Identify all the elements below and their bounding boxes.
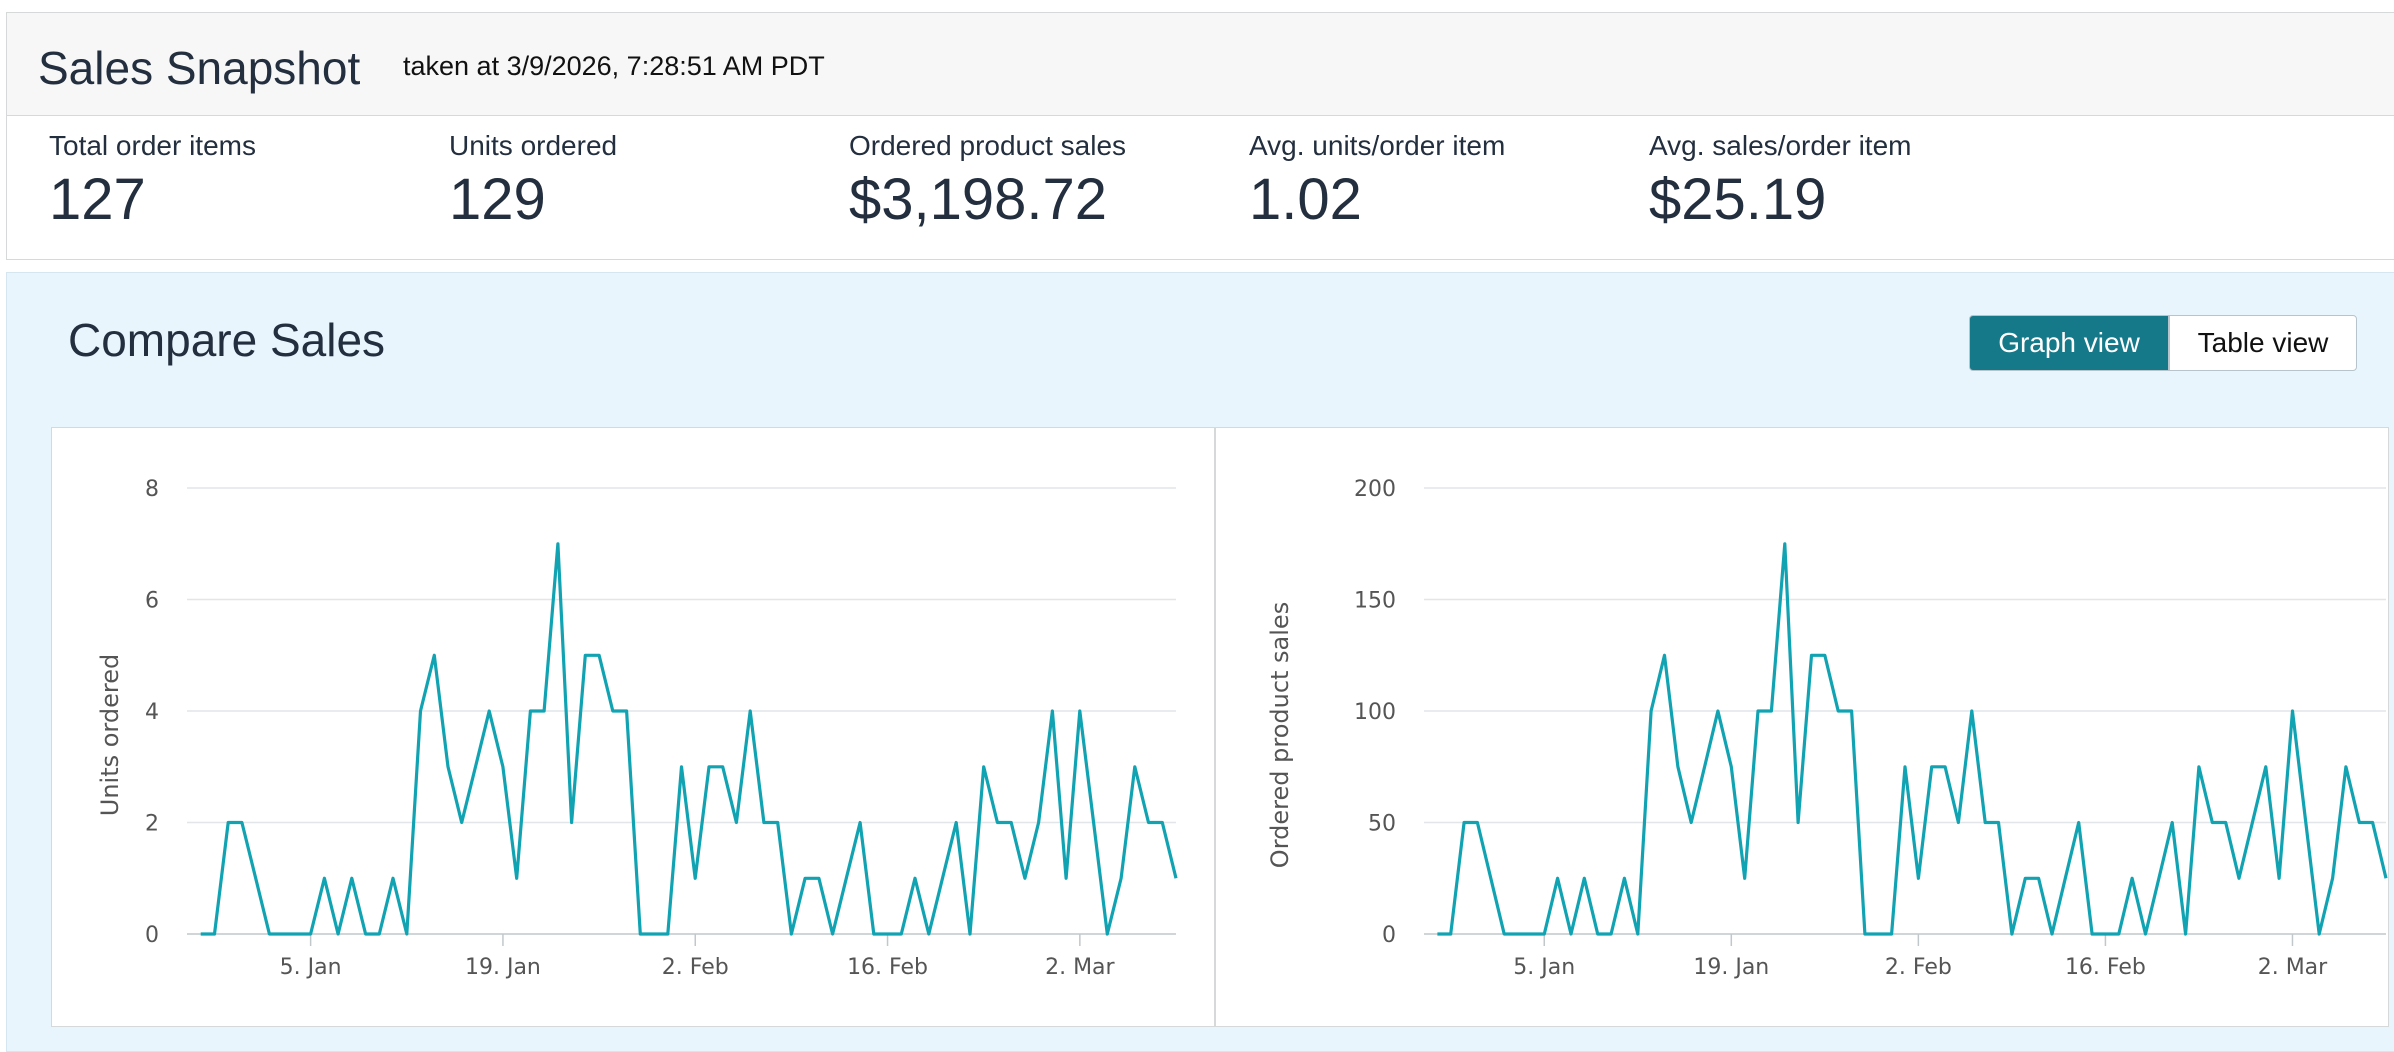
series-line — [1437, 544, 2386, 934]
metric-label: Avg. units/order item — [1249, 130, 1505, 162]
x-tick-label: 2. Mar — [1045, 955, 1115, 980]
metric-label: Total order items — [49, 130, 256, 162]
metric-ordered-product-sales: Ordered product sales $3,198.72 — [849, 130, 1126, 233]
x-tick-label: 19. Jan — [465, 955, 541, 980]
compare-sales-title: Compare Sales — [68, 313, 385, 367]
graph-view-button[interactable]: Graph view — [1969, 315, 2169, 371]
snapshot-timestamp: taken at 3/9/2026, 7:28:51 AM PDT — [403, 51, 825, 82]
x-tick-label: 16. Feb — [847, 955, 928, 980]
y-tick-label: 200 — [1354, 477, 1396, 502]
table-view-button[interactable]: Table view — [2169, 315, 2357, 371]
y-axis-label: Ordered product sales — [1266, 602, 1294, 868]
y-tick-label: 0 — [145, 923, 159, 948]
metric-label: Units ordered — [449, 130, 617, 162]
view-toggle: Graph view Table view — [1969, 315, 2357, 371]
metric-total-order-items: Total order items 127 — [49, 130, 256, 233]
y-tick-label: 150 — [1354, 589, 1396, 614]
y-tick-label: 0 — [1382, 923, 1396, 948]
snapshot-header: Sales Snapshot taken at 3/9/2026, 7:28:5… — [6, 12, 2394, 116]
x-tick-label: 2. Mar — [2258, 955, 2328, 980]
metric-label: Ordered product sales — [849, 130, 1126, 162]
x-tick-label: 5. Jan — [280, 955, 342, 980]
metric-value: $25.19 — [1649, 166, 1912, 233]
x-tick-label: 16. Feb — [2065, 955, 2146, 980]
y-axis-label: Units ordered — [96, 654, 124, 816]
metric-avg-units: Avg. units/order item 1.02 — [1249, 130, 1505, 233]
units-ordered-chart: 0 2 4 6 8 5. Jan 19. Jan 2. Feb 16. Feb 2. Mar Uni… — [52, 428, 1214, 1026]
compare-sales-panel: Compare Sales Graph view Table view 0 2 4 6… — [6, 272, 2394, 1052]
y-tick-label: 50 — [1368, 812, 1396, 837]
charts-container: 0 2 4 6 8 5. Jan 19. Jan 2. Feb 16. Feb 2. Mar Uni… — [51, 427, 2389, 1027]
x-tick-label: 19. Jan — [1693, 955, 1769, 980]
x-tick-label: 2. Feb — [1885, 955, 1952, 980]
y-tick-label: 2 — [145, 812, 159, 837]
y-tick-label: 4 — [145, 700, 159, 725]
x-tick-label: 5. Jan — [1513, 955, 1575, 980]
x-tick-label: 2. Feb — [662, 955, 729, 980]
y-tick-label: 8 — [145, 477, 159, 502]
metric-value: $3,198.72 — [849, 166, 1126, 233]
series-line — [201, 544, 1176, 934]
metric-label: Avg. sales/order item — [1649, 130, 1912, 162]
snapshot-title: Sales Snapshot — [38, 41, 360, 95]
y-tick-label: 6 — [145, 589, 159, 614]
metric-value: 129 — [449, 166, 617, 233]
metric-avg-sales: Avg. sales/order item $25.19 — [1649, 130, 1912, 233]
metric-value: 127 — [49, 166, 256, 233]
y-tick-label: 100 — [1354, 700, 1396, 725]
metric-units-ordered: Units ordered 129 — [449, 130, 617, 233]
ordered-product-sales-chart: 0 50 100 150 200 5. Jan 19. Jan 2. Feb 16. Feb 2.… — [1216, 428, 2388, 1026]
metric-value: 1.02 — [1249, 166, 1505, 233]
metrics-bar: Total order items 127 Units ordered 129 … — [6, 116, 2394, 260]
